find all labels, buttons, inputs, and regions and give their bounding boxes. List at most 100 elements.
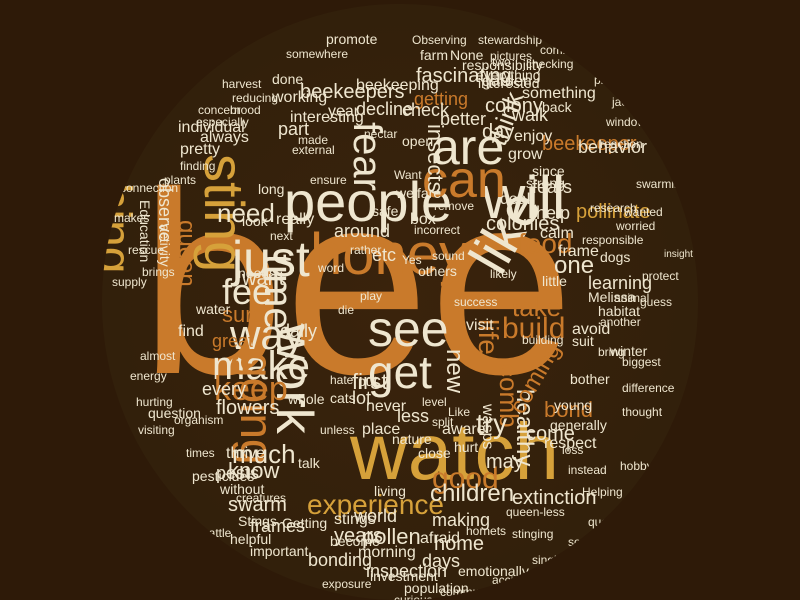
cloud-word: promote <box>326 31 378 47</box>
cloud-word: since <box>532 163 565 179</box>
cloud-word: make <box>212 344 310 388</box>
cloud-word: supply <box>112 275 147 289</box>
cloud-word: individual <box>178 119 245 136</box>
cloud-word: may <box>486 451 524 473</box>
cloud-word: protect <box>642 269 679 283</box>
cloud-word: decline <box>356 99 414 119</box>
cloud-word: day <box>482 121 515 143</box>
cloud-word: emotionally <box>458 563 529 579</box>
cloud-word: box <box>410 211 436 228</box>
cloud-word: hurting <box>136 395 173 409</box>
cloud-word: walk <box>512 105 549 125</box>
cloud-word: likely <box>490 267 517 281</box>
cloud-word: single <box>532 553 564 567</box>
cloud-word: are <box>432 119 505 175</box>
cloud-word: incorrect <box>414 223 461 237</box>
cloud-word: inspection <box>366 561 448 581</box>
cloud-word: need <box>217 198 275 228</box>
cloud-word: made <box>298 133 329 147</box>
cloud-word: animal <box>614 291 650 305</box>
cloud-word: split <box>432 415 454 429</box>
cloud-word: needs <box>238 265 277 281</box>
cloud-word: bring <box>598 345 625 359</box>
cloud-word: habitat <box>598 303 641 319</box>
cloud-word: less <box>397 406 430 426</box>
cloud-word: year <box>328 103 360 120</box>
cloud-word: nectar <box>364 127 398 141</box>
cloud-word: example <box>554 29 600 43</box>
cloud-word: Helping <box>582 485 623 499</box>
cloud-word: level <box>422 395 447 409</box>
cloud-word: much <box>232 439 296 469</box>
cloud-word: talk <box>298 455 320 471</box>
cloud-word: queen <box>173 220 200 287</box>
cloud-word: pests <box>216 463 260 483</box>
cloud-word: fears <box>532 177 573 197</box>
cloud-word: welfare <box>396 185 442 201</box>
cloud-word: hobby <box>620 459 653 473</box>
cloud-word: morning <box>358 544 416 561</box>
cloud-word: jackets <box>612 95 650 109</box>
cloud-word: good <box>432 462 499 495</box>
cloud-word: days <box>422 551 461 571</box>
cloud-word: external <box>292 143 335 157</box>
cloud-word: open <box>402 133 434 149</box>
cloud-word: makes <box>114 211 150 225</box>
cloud-word: pictures <box>490 49 533 63</box>
cloud-word: something <box>522 85 596 102</box>
cloud-word: visiting <box>138 423 175 437</box>
cloud-word: finding <box>180 159 216 173</box>
cloud-word: guess <box>640 295 673 309</box>
cloud-word: place <box>362 421 401 438</box>
cloud-word: beekeepers <box>300 81 405 103</box>
cloud-word: curious <box>394 593 433 600</box>
cloud-word: times <box>186 446 215 460</box>
cloud-word: part <box>278 119 310 139</box>
cloud-word: generally <box>550 417 607 433</box>
cloud-word: exposure <box>322 577 372 591</box>
cloud-word: living <box>374 483 406 499</box>
cloud-word: etc <box>372 245 397 265</box>
cloud-word: interested <box>478 75 540 91</box>
cloud-word: accidentally <box>492 573 555 587</box>
cloud-word: concern <box>198 103 241 117</box>
cloud-word: garden <box>482 73 532 90</box>
cloud-word: common <box>540 43 587 57</box>
cloud-word: keep <box>214 370 288 408</box>
cloud-word: hate <box>330 373 354 387</box>
cloud-word: hurt <box>454 439 479 455</box>
word-cloud-disc: bee watch people will honey just sting watching… <box>102 4 698 600</box>
cloud-word: calm <box>540 225 574 242</box>
cloud-word: great <box>212 331 254 351</box>
cloud-word: Education <box>137 200 153 263</box>
cloud-word: working <box>272 89 328 106</box>
cloud-word: Want <box>394 168 422 182</box>
cloud-word: aware <box>442 421 486 438</box>
cloud-word: handle <box>572 47 609 61</box>
cloud-word: lot <box>352 388 372 408</box>
cloud-word: take <box>512 292 562 322</box>
cloud-word: every <box>202 379 247 399</box>
cloud-word: windows <box>606 115 653 129</box>
cloud-word: brings <box>142 265 175 279</box>
cloud-word: around <box>334 221 391 241</box>
cloud-word: bother <box>570 371 610 387</box>
cloud-word: nature <box>392 431 432 447</box>
cloud-word: visit <box>466 317 494 334</box>
cloud-word: better <box>440 109 487 129</box>
cloud-word: organism <box>174 413 224 427</box>
cloud-word: bee <box>140 139 574 429</box>
cloud-word: putting <box>610 523 647 537</box>
cloud-word: unless <box>320 423 355 437</box>
cloud-word: respect <box>544 435 597 452</box>
cloud-word: ensure <box>310 173 347 187</box>
cloud-word: investment <box>370 568 438 584</box>
cloud-word: new <box>441 349 468 394</box>
cloud-word: others <box>418 263 457 279</box>
cloud-word: source <box>568 535 605 549</box>
cloud-word: winter <box>610 343 648 359</box>
cloud-word: flowers <box>216 397 280 419</box>
cloud-word: word <box>318 261 345 275</box>
cloud-word: try <box>476 408 508 439</box>
cloud-word: get <box>368 346 432 398</box>
